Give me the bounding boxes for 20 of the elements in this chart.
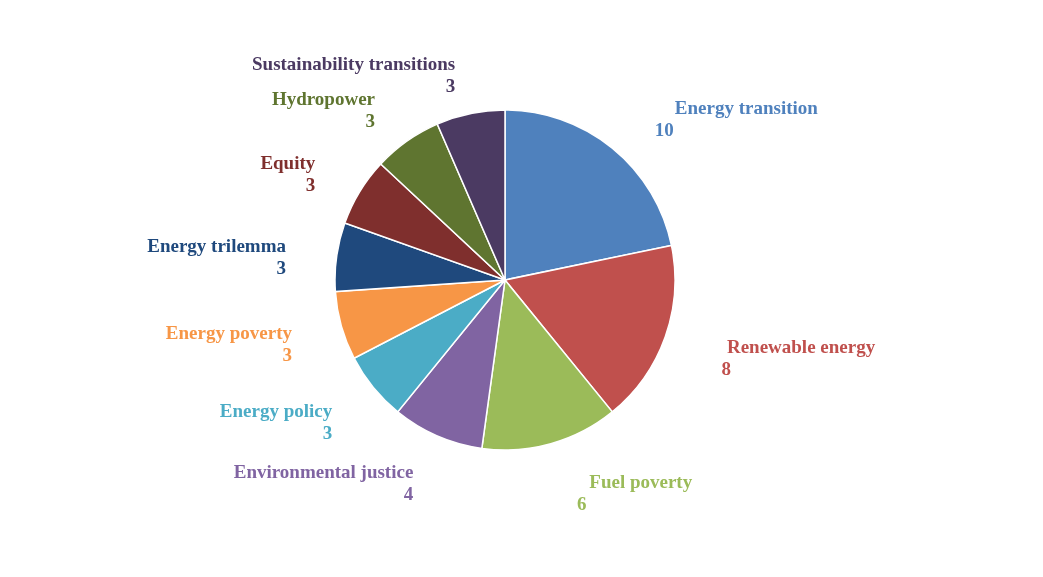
data-label: 3	[365, 110, 376, 132]
slice-label: Energy trilemma	[147, 234, 287, 256]
slice-label: Equity	[260, 152, 316, 174]
slice-label: Sustainability transitions	[252, 53, 456, 75]
slice-label: Renewable energy	[726, 336, 876, 357]
slice-label: Hydropower	[271, 88, 376, 110]
data-label: 6	[577, 493, 587, 515]
data-label: 3	[276, 256, 286, 278]
slice-label: Energy poverty	[165, 322, 293, 344]
slice-label: Energy policy	[219, 399, 333, 421]
data-label: 3	[282, 344, 292, 366]
data-label: 3	[305, 174, 316, 196]
data-label: 10	[654, 119, 674, 141]
data-label: 4	[403, 483, 414, 505]
data-label: 8	[721, 358, 732, 379]
data-label: 3	[322, 421, 333, 443]
slice-label: Environmental justice	[233, 461, 414, 483]
data-label: 3	[445, 75, 456, 97]
slice-label: Energy transition	[674, 97, 819, 119]
slice-label: Fuel poverty	[589, 471, 693, 493]
